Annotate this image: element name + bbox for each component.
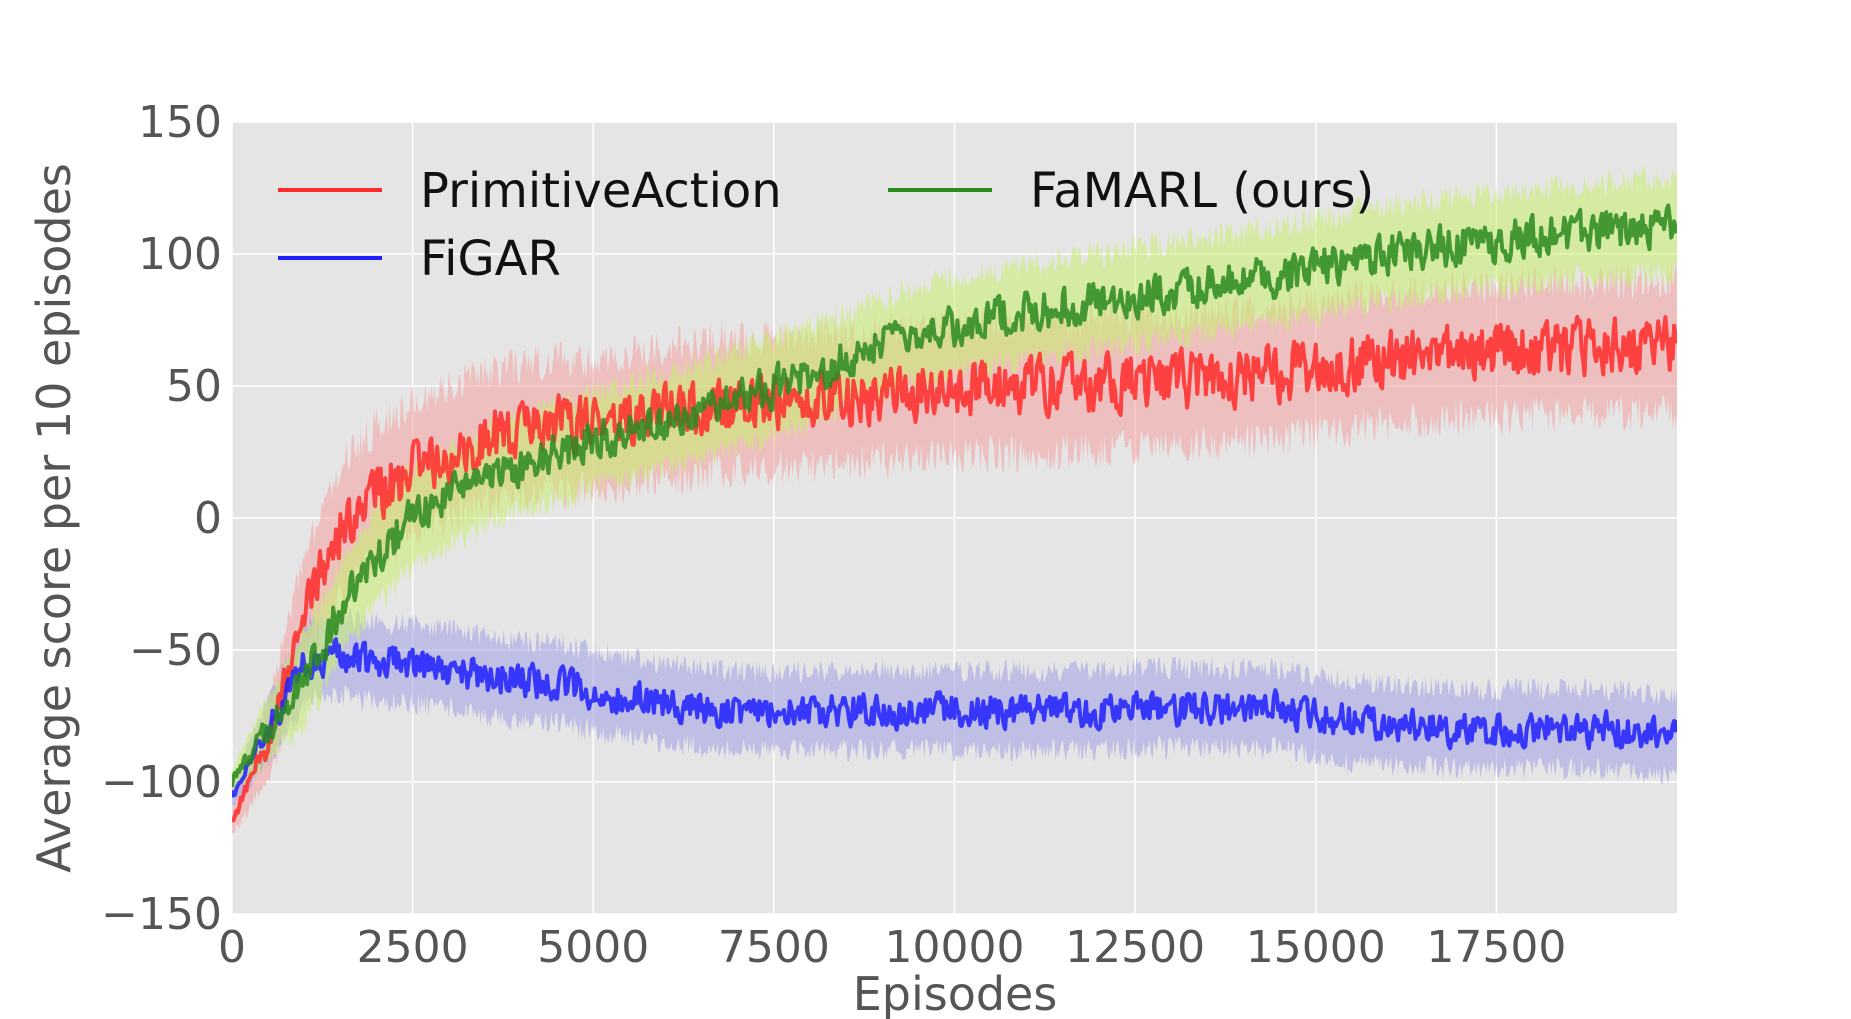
- y-tick-label: 0: [194, 493, 222, 544]
- y-tick-label: 50: [166, 361, 222, 412]
- x-tick-label: 0: [218, 922, 246, 973]
- x-tick-label: 7500: [718, 922, 830, 973]
- x-axis-ticks: 0 2500 5000 7500 10000 12500 15000 17500: [218, 922, 1566, 973]
- x-tick-label: 2500: [357, 922, 469, 973]
- series-line-2: [232, 203, 1677, 788]
- y-axis-title: Average score per 10 episodes: [27, 163, 81, 873]
- series-line-0: [232, 314, 1677, 823]
- series-lines: [232, 203, 1677, 823]
- y-axis-ticks: −150 −100 −50 0 50 100 150: [101, 97, 222, 940]
- y-tick-label: −100: [101, 757, 222, 808]
- y-tick-label: −150: [101, 889, 222, 940]
- legend-label-2: FaMARL (ours): [1030, 163, 1374, 219]
- series-line-1: [232, 637, 1677, 798]
- x-axis-title: Episodes: [853, 967, 1058, 1019]
- y-tick-label: 100: [138, 229, 222, 280]
- x-tick-label: 10000: [885, 922, 1025, 973]
- y-tick-label: 150: [138, 97, 222, 148]
- legend: PrimitiveAction FaMARL (ours) FiGAR: [278, 163, 1374, 287]
- x-tick-label: 5000: [537, 922, 649, 973]
- x-tick-label: 17500: [1426, 922, 1566, 973]
- x-tick-label: 15000: [1246, 922, 1386, 973]
- legend-label-0: PrimitiveAction: [420, 163, 782, 219]
- x-tick-label: 12500: [1065, 922, 1205, 973]
- legend-label-1: FiGAR: [420, 231, 561, 287]
- y-tick-label: −50: [129, 625, 222, 676]
